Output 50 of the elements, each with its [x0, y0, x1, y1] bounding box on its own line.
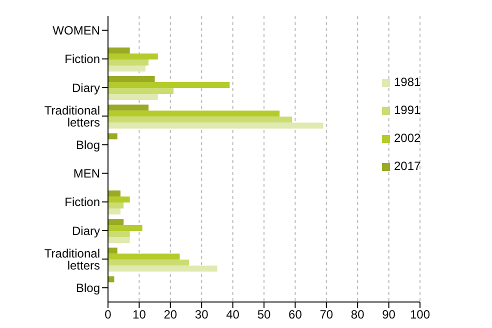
y-tick-label: Blog [76, 280, 100, 295]
x-tick-label: 10 [132, 308, 146, 322]
x-tick-label: 30 [194, 308, 209, 322]
bar [108, 133, 118, 140]
bar [108, 82, 230, 88]
y-tick-label: Traditional letters [44, 246, 100, 272]
bar [108, 53, 158, 60]
bar [108, 76, 155, 82]
bar [108, 88, 174, 94]
y-tick-label: Blog [76, 138, 100, 152]
bar [108, 47, 130, 54]
x-tick-label: 80 [350, 308, 365, 322]
x-tick-label: 40 [226, 308, 240, 322]
bar [108, 190, 120, 196]
bar [108, 208, 120, 214]
bar [108, 219, 124, 226]
y-tick-label: MEN [73, 166, 100, 181]
bar [108, 254, 180, 260]
x-tick-label: 50 [257, 308, 271, 322]
legend-label: 2017 [394, 159, 421, 173]
bar [108, 94, 158, 100]
bar [108, 110, 280, 117]
bar [108, 225, 142, 232]
x-tick-label: 0 [104, 308, 112, 322]
bar [108, 260, 190, 266]
bar [108, 237, 130, 244]
bar [108, 231, 130, 238]
legend-label: 2002 [394, 131, 421, 145]
bar [108, 59, 149, 66]
bar [108, 65, 146, 72]
legend-label: 1991 [394, 103, 421, 117]
bar [108, 196, 130, 202]
bar [108, 248, 118, 254]
x-tick-label: 60 [288, 308, 302, 322]
bar [108, 104, 149, 111]
x-tick-label: 90 [382, 308, 396, 322]
y-tick-label: WOMEN [52, 24, 100, 38]
y-tick-label: Diary [72, 224, 100, 238]
y-tick-label: Fiction [64, 195, 100, 210]
legend-label: 1981 [394, 75, 421, 89]
bar [108, 202, 124, 208]
y-tick-label: Traditional letters [44, 103, 100, 130]
bar [108, 116, 292, 123]
y-tick-label: Diary [72, 80, 100, 95]
x-tick-label: 20 [164, 308, 178, 322]
x-tick-label: 70 [320, 308, 334, 322]
bar [108, 122, 324, 129]
bar [108, 266, 218, 272]
y-tick-label: Fiction [64, 52, 100, 66]
x-tick-label: 100 [410, 308, 430, 322]
